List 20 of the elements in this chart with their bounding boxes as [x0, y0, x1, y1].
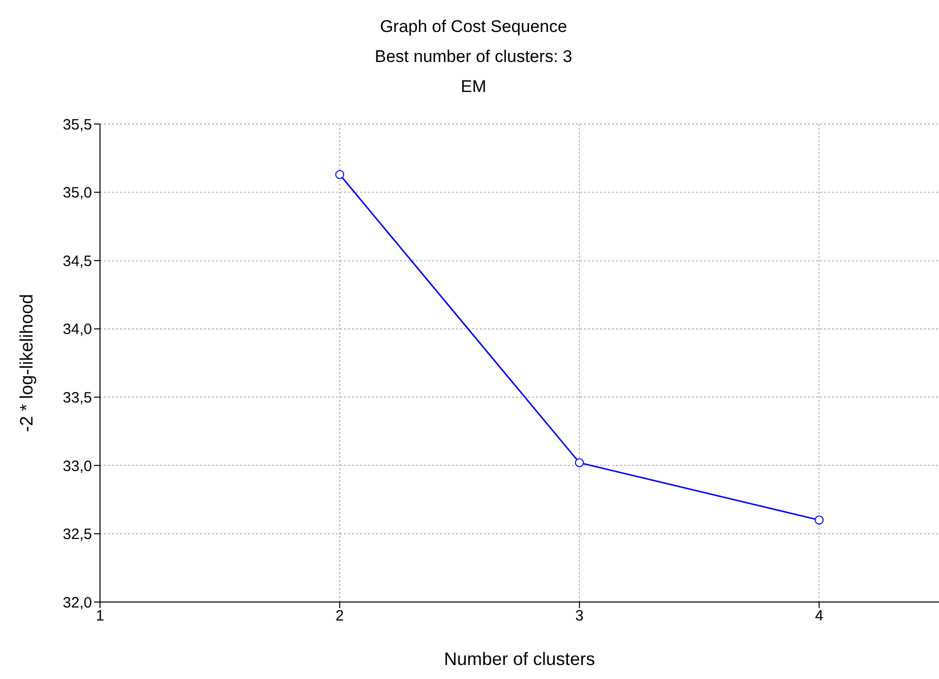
y-tick-label: 32,5 — [62, 526, 92, 544]
y-tick-label: 35,5 — [62, 116, 92, 134]
point — [335, 170, 344, 180]
y-tick-label: 35,0 — [62, 184, 92, 202]
x-tick-label: 3 — [575, 608, 584, 625]
y-tick-label: 34,0 — [62, 321, 92, 338]
text: EM — [460, 76, 488, 98]
y-tick-label: 33,5 — [62, 389, 92, 406]
x-tick-label: 4 — [814, 608, 824, 625]
chart-subtitle: Best number of clusters: 3 — [374, 46, 574, 68]
x-tick-label: 1 — [96, 608, 104, 625]
point — [574, 458, 584, 468]
x-tick-label: 2 — [336, 608, 344, 625]
x-axis-title: Number of clusters — [444, 649, 596, 669]
point — [814, 516, 824, 525]
chart-title: Graph of Cost Sequence — [378, 16, 568, 38]
y-tick-label: 34,5 — [62, 252, 92, 270]
y-tick-label: 33,0 — [62, 458, 92, 475]
y-tick-label: 32,0 — [62, 594, 92, 612]
y-axis-title: -2 * log-likelihood — [16, 294, 36, 432]
